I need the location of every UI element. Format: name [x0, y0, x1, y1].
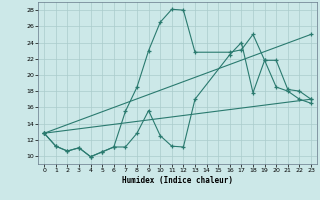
X-axis label: Humidex (Indice chaleur): Humidex (Indice chaleur): [122, 176, 233, 185]
